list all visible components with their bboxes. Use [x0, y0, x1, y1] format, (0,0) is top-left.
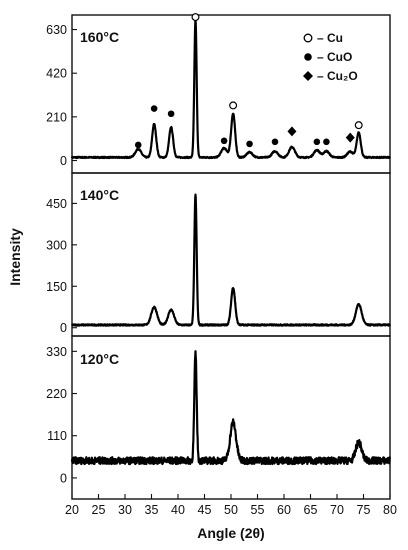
x-tick-label: 40	[171, 503, 185, 517]
cuo-peak-marker	[271, 138, 279, 146]
panel-140-trace	[71, 193, 392, 327]
panel-2-y-tick-label: 220	[46, 387, 67, 401]
panel-160-label: 160°C	[80, 29, 119, 45]
cu-peak-marker	[229, 101, 238, 110]
legend-cu-label: – Cu	[317, 31, 343, 45]
x-tick-label: 35	[145, 503, 159, 517]
x-tick-label: 25	[92, 503, 106, 517]
panel-1-y-tick-label: 0	[60, 321, 67, 335]
x-tick-label: 75	[357, 503, 371, 517]
panel-1-y-tick-label: 450	[46, 197, 67, 211]
panel-160: 0 210 420 630 160°C – Cu – CuO – Cu₂O	[46, 13, 391, 174]
panel-140-label: 140°C	[80, 187, 119, 203]
x-tick-label: 65	[304, 503, 318, 517]
x-tick-label: 55	[251, 503, 265, 517]
panel-0-y-tick-label: 0	[60, 154, 67, 168]
panel-1-y-tick-label: 150	[46, 280, 67, 294]
panel-120: 0 110 220 330 120°C	[46, 335, 392, 500]
cu-peak-marker	[191, 13, 200, 22]
x-tick-label: 30	[118, 503, 132, 517]
cuo-peak-marker	[134, 141, 142, 149]
cu2o-peak-marker	[345, 132, 355, 143]
x-tick-label: 80	[383, 503, 397, 517]
cu2o-peak-marker	[287, 126, 297, 137]
x-tick-label: 70	[330, 503, 344, 517]
legend-cuo-label: – CuO	[317, 50, 352, 64]
panel-120-label: 120°C	[80, 351, 119, 367]
panel-2-y-tick-label: 330	[46, 345, 67, 359]
x-tick-label: 50	[224, 503, 238, 517]
x-tick-label: 45	[198, 503, 212, 517]
panel-160-trace	[70, 18, 391, 160]
legend-cu2o-marker	[303, 71, 313, 81]
y-axis-title: Intensity	[7, 228, 23, 286]
legend-cu-marker	[303, 33, 313, 43]
cu-peak-marker	[354, 121, 363, 130]
panel-2-y-tick-label: 0	[60, 471, 67, 485]
cuo-peak-marker	[246, 140, 253, 148]
panel-140: 0 150 300 450 140°C	[46, 172, 392, 337]
panel-0-y-tick-label: 420	[46, 67, 67, 81]
panel-1-y-tick-label: 300	[46, 238, 67, 252]
cuo-peak-marker	[313, 138, 321, 146]
x-axis: 20 25 30 35 40 45 50 55 60 65 70 75 80	[65, 494, 397, 517]
legend: – Cu – CuO – Cu₂O	[303, 31, 358, 83]
panel-2-y-tick-label: 110	[47, 429, 67, 443]
cuo-peak-marker	[323, 138, 330, 146]
legend-cuo-marker	[304, 53, 312, 61]
x-tick-label: 20	[65, 503, 79, 517]
x-axis-title: Angle (2θ)	[197, 525, 264, 541]
panel-0-y-tick-label: 210	[46, 110, 67, 124]
cuo-peak-marker	[167, 110, 175, 118]
panel-120-trace	[70, 350, 392, 466]
x-tick-label: 60	[277, 503, 291, 517]
panel-120-frame	[71, 335, 391, 500]
cuo-peak-marker	[220, 137, 228, 145]
legend-cu2o-label: – Cu₂O	[317, 69, 358, 83]
panel-0-y-tick-label: 630	[46, 23, 67, 37]
cuo-peak-marker	[150, 105, 158, 112]
